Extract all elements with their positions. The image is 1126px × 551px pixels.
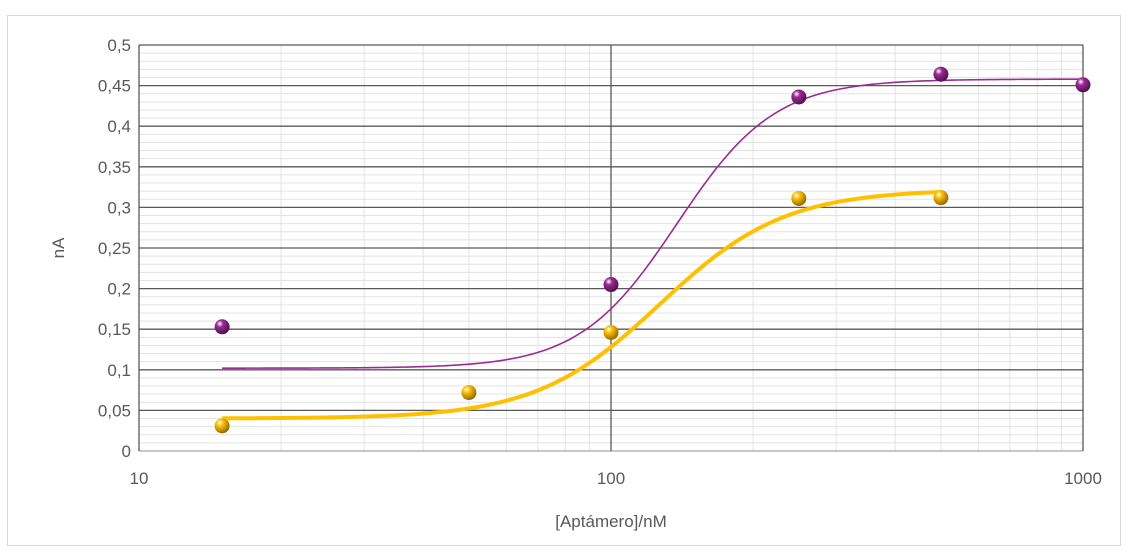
y-tick-label: 0,4 (107, 117, 131, 136)
y-axis-title: nA (49, 237, 68, 258)
x-tick-label: 1000 (1064, 469, 1102, 488)
fit-curve-2 (222, 190, 941, 421)
data-point-series-1 (933, 66, 949, 82)
y-tick-label: 0,45 (98, 77, 131, 96)
data-point-series-2 (791, 190, 807, 206)
data-point-series-1 (1075, 77, 1091, 93)
x-axis-title: [Aptámero]/nM (555, 512, 667, 531)
y-tick-label: 0,35 (98, 158, 131, 177)
data-point-series-1 (603, 277, 619, 293)
y-tick-label: 0,25 (98, 239, 131, 258)
y-tick-label: 0 (122, 442, 131, 461)
y-tick-label: 0,05 (98, 401, 131, 420)
x-tick-label: 10 (130, 469, 149, 488)
x-tick-label: 100 (597, 469, 625, 488)
y-tick-label: 0,3 (107, 198, 131, 217)
y-tick-label: 0,15 (98, 320, 131, 339)
data-point-series-2 (461, 385, 477, 401)
y-tick-labels: 0 0,05 0,1 0,15 0,2 0,25 0,3 0,35 0,4 0,45 0,5 (98, 36, 131, 461)
data-point-series-1 (214, 319, 230, 335)
y-tick-label: 0,2 (107, 280, 131, 299)
y-tick-label: 0,5 (107, 36, 131, 55)
data-point-series-2 (933, 190, 949, 206)
data-points (214, 66, 1091, 434)
y-tick-label: 0,1 (107, 361, 131, 380)
x-tick-labels: 10 100 1000 (130, 469, 1102, 488)
data-point-series-2 (603, 324, 619, 340)
chart-area: 0 0,05 0,1 0,15 0,2 0,25 0,3 0,35 0,4 0,45 0,5 10 1… (7, 15, 1121, 546)
sigmoid-binding-chart: 00,050,10,150,20,250,30,350,40,450,5 10 1… (49, 36, 1102, 531)
fit-curves (222, 78, 1084, 421)
data-point-series-2 (214, 418, 230, 434)
data-point-series-1 (791, 89, 807, 105)
